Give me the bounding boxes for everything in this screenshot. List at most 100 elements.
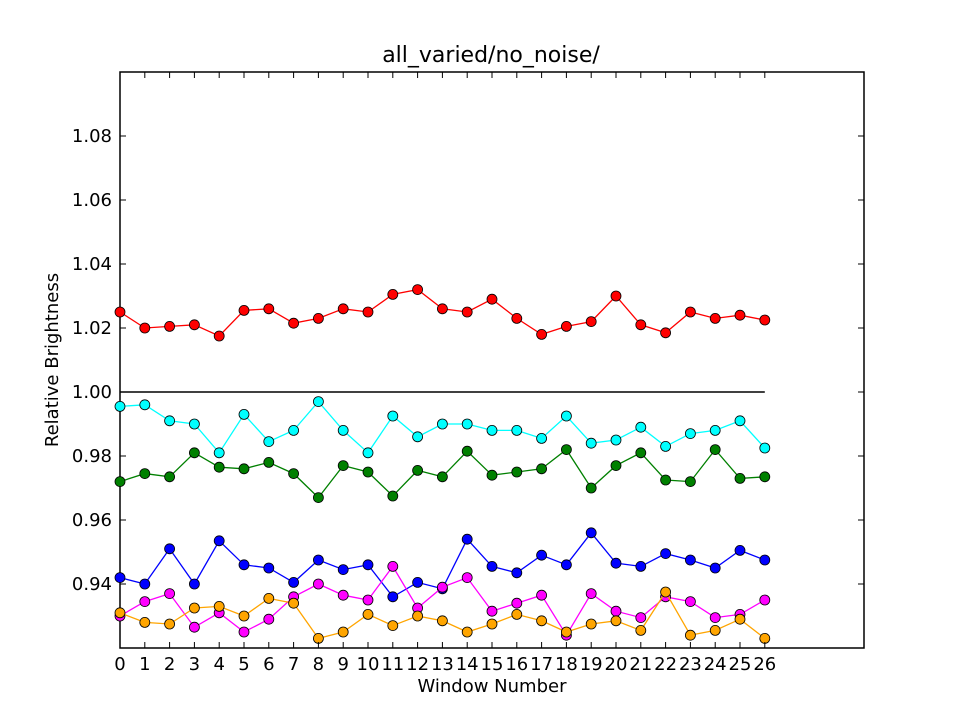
x-tick-label: 3 [189, 654, 200, 675]
y-tick-label: 0.96 [72, 510, 112, 531]
data-point [585, 618, 597, 630]
x-tick-label: 11 [381, 654, 404, 675]
data-point [610, 434, 622, 446]
data-point [337, 460, 349, 472]
data-point [312, 578, 324, 590]
data-point [536, 615, 547, 627]
series-2 [114, 396, 771, 459]
data-point [139, 617, 151, 628]
x-tick-label: 5 [238, 654, 249, 675]
data-point [635, 319, 647, 331]
data-point [213, 461, 225, 473]
data-point [188, 578, 200, 590]
data-point [263, 303, 275, 315]
data-point [436, 303, 448, 315]
data-point [412, 464, 424, 476]
data-point [585, 437, 597, 449]
data-point [635, 561, 647, 572]
data-point [188, 602, 200, 614]
data-point [164, 543, 176, 555]
data-point [709, 562, 721, 574]
series-5 [114, 561, 771, 641]
data-point [362, 559, 374, 571]
data-point [164, 588, 176, 599]
data-point [585, 527, 597, 539]
data-point [660, 586, 671, 598]
data-point [387, 561, 399, 572]
x-tick-label: 4 [213, 654, 224, 675]
series-6 [114, 586, 771, 644]
tick-layer: 0 1 2 3 4 5 6 7 8 9 10 11 12 13 14 15 16 17 18 19 20 21 22 23 24… [72, 72, 864, 675]
data-point [362, 447, 374, 459]
data-point [561, 626, 572, 638]
x-tick-label: 2 [164, 654, 175, 675]
data-point [759, 633, 771, 644]
data-point [610, 460, 622, 472]
data-point [660, 474, 671, 486]
x-tick-label: 26 [753, 654, 776, 675]
data-point [536, 432, 547, 444]
data-point [635, 612, 647, 623]
data-point [709, 444, 721, 456]
data-point [114, 400, 126, 412]
x-tick-label: 8 [313, 654, 324, 675]
data-point [486, 618, 498, 630]
data-point [114, 306, 126, 318]
x-tick-label: 1 [139, 654, 150, 675]
data-point [734, 472, 746, 484]
data-point [709, 625, 721, 636]
data-point [188, 319, 200, 331]
data-point [337, 424, 349, 436]
chart-title: all_varied/no_noise/ [382, 43, 600, 68]
data-point [263, 562, 275, 574]
data-point [511, 466, 523, 478]
data-point [238, 626, 250, 638]
x-tick-label: 10 [357, 654, 380, 675]
x-tick-label: 13 [431, 654, 454, 675]
data-point [337, 303, 349, 315]
data-point [635, 447, 647, 459]
data-point [610, 290, 622, 302]
x-tick-label: 9 [337, 654, 348, 675]
data-point [486, 605, 498, 617]
data-point [685, 428, 696, 440]
data-point [759, 314, 771, 326]
x-tick-label: 21 [629, 654, 652, 675]
data-point [337, 564, 349, 575]
data-point [660, 440, 671, 452]
x-tick-label: 23 [679, 654, 702, 675]
data-point [139, 468, 151, 480]
data-point [734, 613, 746, 625]
data-point [188, 447, 200, 459]
data-point [337, 589, 349, 601]
data-point [412, 610, 424, 622]
data-point [486, 293, 498, 305]
y-tick-label: 0.94 [72, 574, 112, 595]
y-axis-label: Relative Brightness [42, 273, 63, 447]
data-point [709, 312, 721, 324]
data-point [139, 596, 151, 607]
x-tick-label: 12 [406, 654, 429, 675]
data-point [486, 469, 498, 481]
y-tick-label: 1.04 [72, 254, 112, 275]
x-tick-label: 0 [114, 654, 125, 675]
x-tick-label: 14 [456, 654, 479, 675]
data-point [412, 577, 424, 588]
data-point [139, 322, 151, 334]
data-point [164, 320, 176, 332]
data-point [436, 581, 448, 593]
data-point [213, 447, 225, 459]
data-point [263, 436, 275, 448]
data-point [635, 421, 647, 433]
data-point [387, 410, 399, 422]
data-point [188, 418, 200, 430]
data-point [511, 312, 523, 324]
data-point [759, 471, 771, 483]
data-point [511, 424, 523, 436]
x-tick-label: 24 [704, 654, 727, 675]
data-point [685, 554, 696, 566]
x-tick-label: 19 [580, 654, 603, 675]
x-axis-label: Window Number [417, 676, 567, 697]
data-point [288, 468, 300, 480]
